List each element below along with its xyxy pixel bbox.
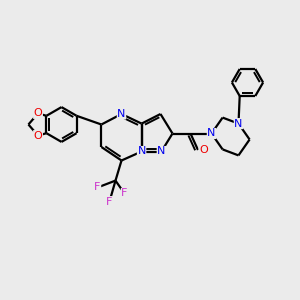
Text: F: F (94, 182, 101, 193)
Text: F: F (106, 196, 113, 207)
Text: N: N (117, 109, 126, 119)
Text: N: N (137, 146, 146, 157)
Text: N: N (234, 118, 243, 129)
Text: N: N (157, 146, 166, 157)
Text: O: O (199, 145, 208, 155)
Text: F: F (121, 188, 128, 199)
Text: O: O (34, 130, 42, 141)
Text: N: N (207, 128, 216, 139)
Text: O: O (34, 108, 42, 118)
